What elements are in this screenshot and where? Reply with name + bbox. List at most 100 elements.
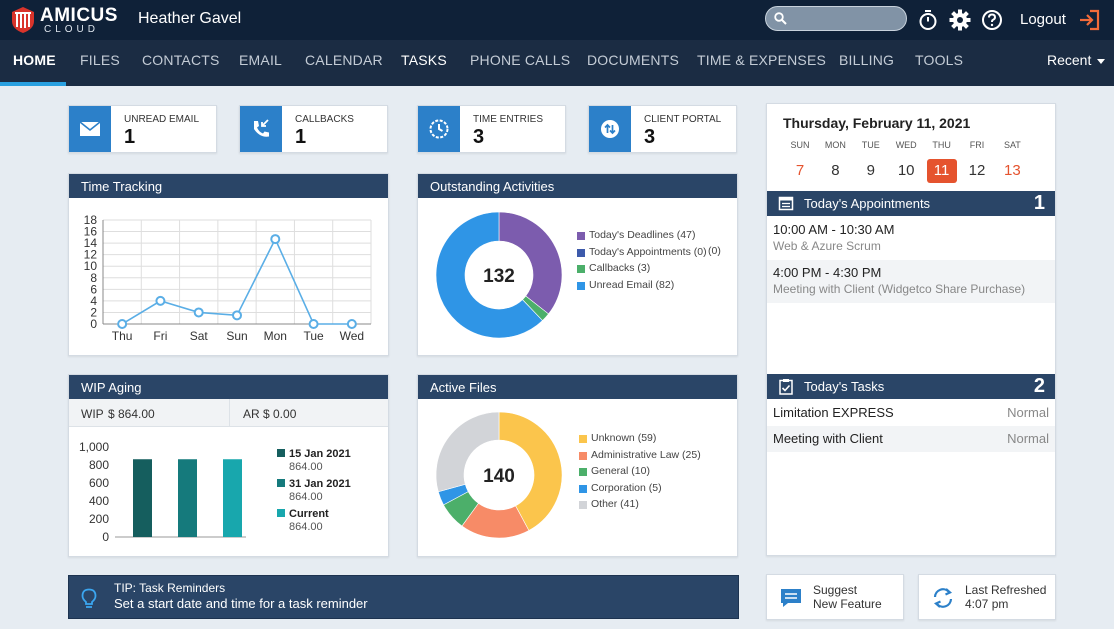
legend-value: 864.00 xyxy=(289,491,323,503)
nav-documents[interactable]: DOCUMENTS xyxy=(587,52,680,68)
nav-files[interactable]: FILES xyxy=(80,52,120,68)
legend-swatch xyxy=(277,479,285,487)
refreshed-line1: Last Refreshed xyxy=(965,583,1047,597)
y-tick-label: 16 xyxy=(84,225,98,239)
appointment-item[interactable]: 4:00 PM - 4:30 PM Meeting with Client (W… xyxy=(767,260,1055,303)
nav-contacts[interactable]: CONTACTS xyxy=(142,52,220,68)
chevron-down-icon[interactable] xyxy=(1097,59,1105,64)
task-item[interactable]: Meeting with Client Normal xyxy=(767,426,1055,452)
donut-slice xyxy=(435,411,500,493)
logout-link[interactable]: Logout xyxy=(1020,11,1066,28)
ar-value: $ 0.00 xyxy=(263,407,297,421)
y-tick-label: 0 xyxy=(102,530,109,544)
stat-value: 1 xyxy=(295,126,307,148)
appointments-count: 1 xyxy=(1033,192,1045,214)
y-tick-label: 200 xyxy=(89,512,109,526)
legend-swatch xyxy=(577,281,585,290)
time-entries-card[interactable]: TIME ENTRIES 3 xyxy=(417,105,566,153)
calendar-weekday: SAT xyxy=(1003,140,1021,150)
active-nav-indicator xyxy=(0,82,66,86)
calendar-date[interactable]: 13 xyxy=(1004,162,1021,179)
tip-banner: TIP: Task Reminders Set a start date and… xyxy=(68,575,739,619)
y-tick-label: 2 xyxy=(90,305,97,319)
appointment-item[interactable]: 10:00 AM - 10:30 AM Web & Azure Scrum xyxy=(767,217,1055,260)
donut-slice xyxy=(498,411,563,531)
calendar-date-today[interactable]: 11 xyxy=(926,159,957,183)
refresh-button[interactable]: Last Refreshed 4:07 pm xyxy=(918,574,1056,620)
nav-phone-calls[interactable]: PHONE CALLS xyxy=(470,52,571,68)
bar xyxy=(133,459,152,537)
task-item[interactable]: Limitation EXPRESS Normal xyxy=(767,400,1055,426)
y-tick-label: 800 xyxy=(89,458,109,472)
unread-email-card[interactable]: UNREAD EMAIL 1 xyxy=(68,105,217,153)
tip-text: Set a start date and time for a task rem… xyxy=(114,596,368,611)
todays-tasks-header: Today's Tasks 2 xyxy=(767,374,1055,399)
legend-swatch xyxy=(277,449,285,457)
calendar-date[interactable]: 12 xyxy=(968,162,986,179)
x-tick-label: Fri xyxy=(153,329,167,343)
nav-billing[interactable]: BILLING xyxy=(839,52,895,68)
time-tracking-panel: Time Tracking 0 2 4 6 8 10 12 14 16 18 Thu Fri Sat Su… xyxy=(68,173,389,356)
outstanding-activities-panel: Outstanding Activities 132 Today's Deadl… xyxy=(417,173,738,356)
timer-icon[interactable] xyxy=(917,9,939,31)
section-title: Today's Appointments xyxy=(804,196,931,211)
legend-swatch xyxy=(579,484,587,493)
donut-total: 132 xyxy=(483,266,515,287)
stat-value: 3 xyxy=(644,126,656,148)
legend-swatch xyxy=(579,468,587,476)
envelope-icon xyxy=(79,121,101,136)
y-tick-label: 0 xyxy=(90,317,97,331)
nav-calendar[interactable]: CALENDAR xyxy=(305,52,383,68)
recent-dropdown[interactable]: Recent xyxy=(1047,52,1092,68)
search-icon xyxy=(774,12,787,25)
calendar-date[interactable]: 9 xyxy=(866,162,875,179)
logout-icon[interactable] xyxy=(1078,9,1100,31)
donut-slice xyxy=(435,211,543,339)
gear-icon[interactable] xyxy=(949,9,971,31)
y-tick-label: 18 xyxy=(84,213,98,227)
calendar-date[interactable]: 7 xyxy=(795,162,805,179)
data-point xyxy=(232,310,242,321)
stat-label: CALLBACKS xyxy=(295,114,354,125)
task-priority: Normal xyxy=(1007,431,1049,446)
nav-tools[interactable]: TOOLS xyxy=(915,52,964,68)
y-tick-label: 10 xyxy=(84,259,98,273)
legend-swatch xyxy=(577,248,585,257)
y-tick-label: 8 xyxy=(90,271,97,285)
legend-label: Unread Email (82) xyxy=(589,278,675,291)
nav-home[interactable]: HOME xyxy=(13,52,56,68)
logo-text: AMICUS xyxy=(40,5,118,26)
nav-time-expenses[interactable]: TIME & EXPENSES xyxy=(697,52,827,68)
stat-label: UNREAD EMAIL xyxy=(124,114,200,125)
stat-label: CLIENT PORTAL xyxy=(644,114,722,125)
help-icon[interactable] xyxy=(981,9,1003,31)
search-box[interactable] xyxy=(765,6,907,31)
nav-email[interactable]: EMAIL xyxy=(239,52,283,68)
suggest-feature-button[interactable]: Suggest New Feature xyxy=(766,574,904,620)
legend-label: Current xyxy=(289,508,329,520)
x-tick-label: Wed xyxy=(340,329,364,343)
nav-tasks[interactable]: TASKS xyxy=(401,52,447,68)
x-tick-label: Mon xyxy=(264,329,287,343)
client-portal-card[interactable]: CLIENT PORTAL 3 xyxy=(588,105,737,153)
suggest-line2: New Feature xyxy=(813,597,882,611)
refreshed-line2: 4:07 pm xyxy=(965,597,1009,611)
legend-label: Unknown (59) xyxy=(591,432,657,444)
todays-appointments-header: Today's Appointments 1 xyxy=(767,191,1055,216)
logo-shield-icon xyxy=(12,7,34,33)
stat-label: TIME ENTRIES xyxy=(473,114,544,125)
task-name: Meeting with Client xyxy=(773,431,883,446)
callbacks-card[interactable]: CALLBACKS 1 xyxy=(239,105,388,153)
calendar-weekday: MON xyxy=(824,140,846,150)
wip-value: $ 864.00 xyxy=(108,407,155,421)
legend-label: General (10) xyxy=(591,465,650,477)
legend-swatch xyxy=(577,232,585,240)
appointment-time: 4:00 PM - 4:30 PM xyxy=(773,265,882,280)
calendar-date[interactable]: 8 xyxy=(831,162,840,179)
amicus-logo[interactable]: AMICUS CLOUD xyxy=(10,5,117,35)
stat-icon-bg xyxy=(240,106,282,152)
legend-swatch xyxy=(579,435,587,443)
calendar-date[interactable]: 10 xyxy=(897,162,915,179)
search-input[interactable] xyxy=(792,10,902,28)
y-tick-label: 600 xyxy=(89,476,109,490)
